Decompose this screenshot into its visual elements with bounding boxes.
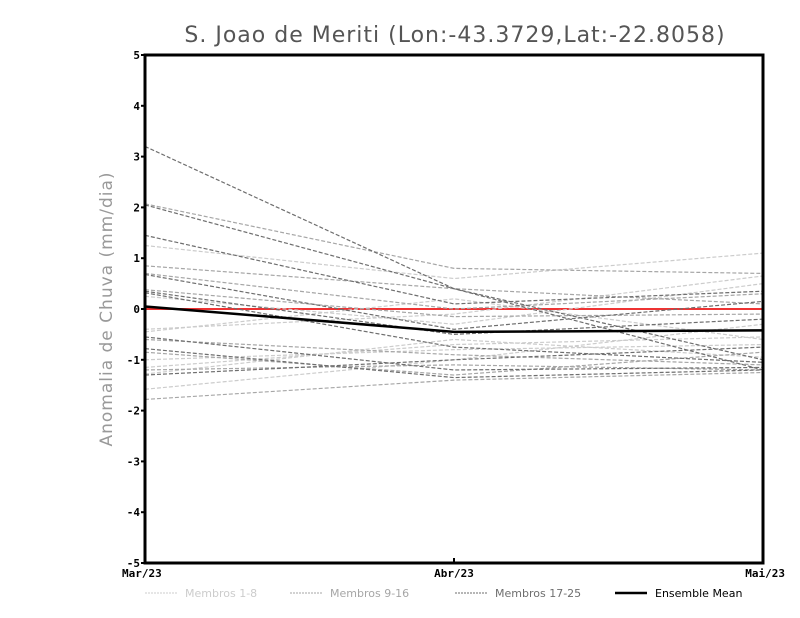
y-tick-label: -4 bbox=[127, 506, 141, 519]
member-line-3 bbox=[144, 275, 764, 330]
y-tick-label: -2 bbox=[127, 405, 140, 418]
member-line-24 bbox=[144, 348, 764, 379]
y-tick-label: 5 bbox=[133, 49, 140, 62]
x-tick-label: Mar/23 bbox=[122, 567, 162, 580]
member-line-21 bbox=[144, 290, 764, 336]
member-line-16 bbox=[144, 371, 764, 401]
member-line-19 bbox=[144, 234, 764, 305]
member-line-25 bbox=[144, 346, 764, 376]
y-tick-label: -3 bbox=[127, 455, 140, 468]
member-line-8 bbox=[144, 338, 764, 375]
member-line-7 bbox=[144, 323, 764, 390]
legend: Membros 1-8 Membros 9-16 Membros 17-25 Ense… bbox=[145, 587, 742, 600]
member-line-9 bbox=[144, 203, 764, 275]
member-line-1 bbox=[144, 244, 764, 280]
member-line-11 bbox=[144, 272, 764, 310]
legend-label: Membros 1-8 bbox=[185, 587, 257, 600]
member-line-14 bbox=[144, 351, 764, 376]
legend-label: Membros 9-16 bbox=[330, 587, 409, 600]
x-tick-label: Mai/23 bbox=[745, 567, 785, 580]
chart-title: S. Joao de Meriti (Lon:-43.3729,Lat:-22.… bbox=[184, 23, 725, 48]
y-tick-label: 3 bbox=[133, 151, 140, 164]
y-tick-label: 2 bbox=[133, 201, 140, 214]
member-line-13 bbox=[144, 338, 764, 366]
y-tick-label: 4 bbox=[133, 100, 140, 113]
y-tick-label: -5 bbox=[127, 557, 140, 570]
member-line-23 bbox=[144, 336, 764, 371]
y-tick-label: 1 bbox=[133, 252, 140, 265]
member-line-15 bbox=[144, 364, 764, 371]
y-tick-label: 0 bbox=[133, 303, 140, 316]
member-line-6 bbox=[144, 336, 764, 369]
legend-label: Membros 17-25 bbox=[495, 587, 581, 600]
member-line-4 bbox=[144, 298, 764, 341]
x-tick-label: Abr/23 bbox=[434, 567, 474, 580]
member-line-5 bbox=[144, 343, 764, 361]
legend-label: Ensemble Mean bbox=[655, 587, 742, 600]
y-axis-label: Anomalia de Chuva (mm/dia) bbox=[97, 171, 117, 446]
y-tick-label: -1 bbox=[127, 354, 141, 367]
member-line-20 bbox=[144, 273, 764, 330]
member-line-12 bbox=[144, 289, 764, 318]
member-line-22 bbox=[144, 292, 764, 363]
member-line-18 bbox=[144, 204, 764, 371]
ensemble-mean-line bbox=[144, 305, 764, 334]
